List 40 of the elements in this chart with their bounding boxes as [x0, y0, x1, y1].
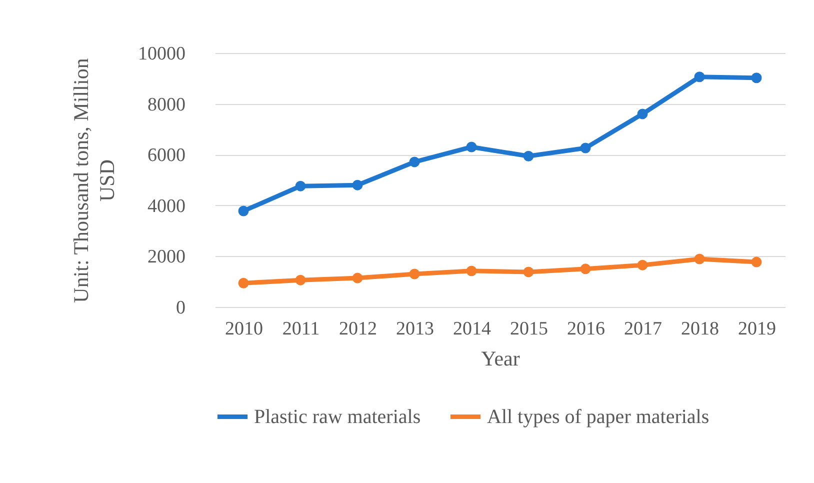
x-tick-label: 2011 — [282, 318, 320, 340]
point — [466, 142, 477, 152]
x-tick-label: 2014 — [453, 318, 492, 340]
point — [694, 254, 705, 264]
point — [238, 206, 249, 216]
point — [523, 266, 534, 278]
x-tick-label: 2010 — [225, 318, 263, 340]
point — [523, 150, 534, 162]
point — [466, 266, 477, 276]
y-tick-label: 4000 — [148, 196, 186, 217]
point — [295, 274, 306, 286]
x-tick-label: 2015 — [510, 318, 548, 340]
point — [637, 108, 648, 120]
x-tick-label: 2019 — [738, 318, 776, 340]
x-tick-label: 2018 — [681, 318, 719, 340]
y-axis-title: Unit: Thousand tons, Million USD — [69, 58, 119, 303]
point — [352, 272, 363, 284]
point — [409, 268, 420, 280]
y-tick-label: 10000 — [138, 44, 186, 64]
y-tick-label: 8000 — [148, 94, 186, 116]
point — [580, 264, 591, 274]
y-tick-label: 6000 — [148, 145, 186, 166]
point — [751, 256, 762, 268]
point — [694, 72, 705, 82]
legend-label: All types of paper materials — [487, 406, 710, 428]
point — [409, 156, 420, 168]
point — [637, 260, 648, 270]
x-tick-label: 2016 — [567, 318, 605, 340]
y-tick-label: 0 — [176, 298, 186, 318]
legend-label: Plastic raw materials — [254, 406, 421, 428]
point — [580, 142, 591, 154]
x-axis-title: Year — [481, 346, 520, 370]
point — [295, 180, 306, 192]
point — [751, 72, 762, 84]
x-tick-label: 2012 — [339, 318, 377, 340]
x-tick-label: 2017 — [624, 318, 662, 340]
point — [352, 180, 363, 190]
x-tick-label: 2013 — [396, 318, 434, 340]
y-tick-label: 2000 — [148, 246, 186, 268]
point — [238, 278, 249, 288]
